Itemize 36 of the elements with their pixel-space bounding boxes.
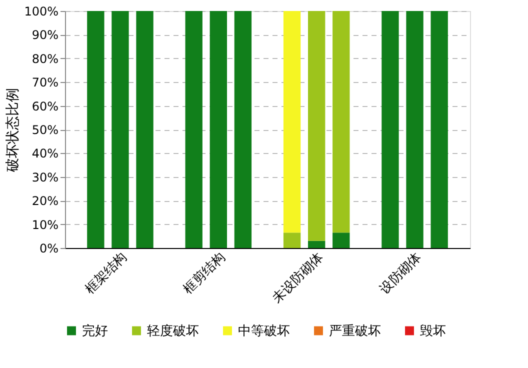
bar (382, 11, 399, 248)
y-tick-label: 50% (32, 123, 58, 137)
y-tick-label: 30% (32, 170, 58, 184)
legend-label: 完好 (82, 322, 108, 339)
y-tick-label: 20% (32, 194, 58, 208)
y-tick-label: 0% (39, 242, 58, 256)
bar (332, 232, 350, 248)
legend-label: 轻度破坏 (147, 322, 199, 339)
y-tick-label: 80% (32, 52, 58, 66)
x-tick-label: 设防砌体 (377, 250, 425, 298)
y-tick-label: 100% (24, 4, 58, 18)
bar (283, 11, 301, 233)
x-tick-label: 框剪结构 (180, 250, 228, 298)
bar (234, 11, 252, 248)
bar (332, 11, 350, 233)
bar (112, 11, 129, 248)
legend-label: 中等破坏 (238, 324, 290, 339)
x-tick-label: 框架结构 (82, 250, 130, 298)
bar (210, 11, 227, 248)
y-tick-label: 40% (32, 146, 58, 161)
bar (430, 11, 448, 248)
bar (308, 11, 326, 241)
bar (283, 232, 301, 248)
x-tick-label: 未设防砌体 (270, 250, 326, 306)
legend-label: 毁坏 (420, 324, 446, 339)
bar (185, 11, 202, 248)
bar (406, 11, 424, 248)
bar (136, 11, 154, 248)
y-tick-label: 90% (32, 28, 58, 42)
bar (87, 11, 104, 248)
y-axis-title: 破坏状态比例 (5, 88, 22, 173)
y-tick-label: 60% (32, 99, 58, 114)
bar (308, 240, 326, 248)
legend-label: 严重破坏 (329, 324, 381, 339)
y-tick-label: 10% (32, 218, 58, 232)
y-tick-label: 70% (32, 76, 58, 90)
